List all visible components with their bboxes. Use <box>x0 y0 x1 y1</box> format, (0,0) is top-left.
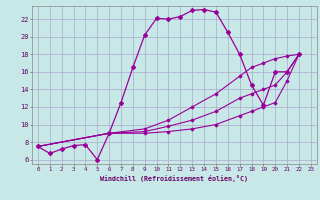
X-axis label: Windchill (Refroidissement éolien,°C): Windchill (Refroidissement éolien,°C) <box>100 175 248 182</box>
